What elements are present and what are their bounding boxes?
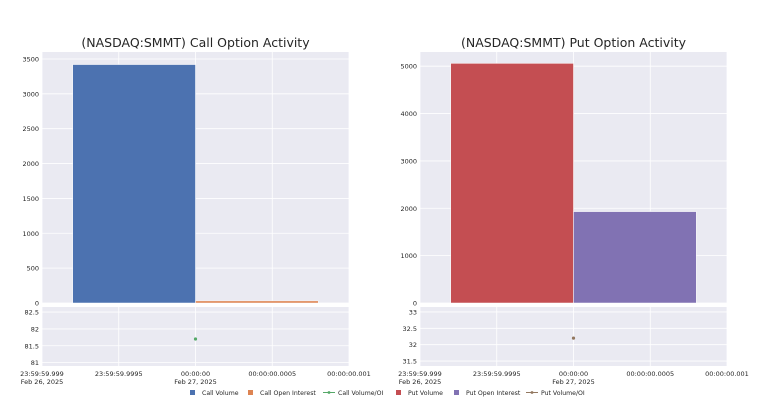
- legend-item-call-volume-oi: Call Volume/OI: [323, 390, 383, 397]
- legend-label: Call Volume/OI: [338, 390, 383, 397]
- legend-item-put-volume-oi: Put Volume/OI: [526, 390, 585, 397]
- call-y-tick-label: 2000: [22, 160, 39, 168]
- call-x-tick-label: 23:59:59.9995: [95, 370, 143, 378]
- put-ratio-y-tick-label: 32.5: [403, 325, 417, 333]
- legend: Call Volume Call Open Interest Call Volume…: [190, 390, 585, 397]
- put-x-tick-label: 00:00:00.0005: [626, 370, 674, 378]
- call-x-tick-label: 00:00:00.0005: [248, 370, 296, 378]
- legend-item-put-volume: Put Volume: [396, 390, 443, 397]
- call-x-tick-label: 23:59:59.999: [20, 370, 64, 378]
- put-ratio-y-tick-label: 32: [409, 341, 417, 349]
- call-y-tick-label: 0: [35, 300, 39, 308]
- legend-marker: [530, 391, 534, 394]
- legend-label: Put Volume/OI: [541, 390, 585, 397]
- call-y-tick-label: 3000: [22, 90, 39, 98]
- call-y-tick-label: 500: [27, 265, 39, 273]
- call-bar-call-volume: [72, 64, 196, 304]
- put-chart: (NASDAQ:SMMT) Put Option Activity 0 1000 20…: [398, 35, 749, 386]
- call-ratio-point: [193, 337, 198, 341]
- put-y-tick-label: 0: [413, 300, 417, 308]
- call-x-tick-date: Feb 27, 2025: [174, 378, 217, 386]
- legend-label: Call Volume: [202, 390, 239, 397]
- legend-marker: [327, 391, 331, 394]
- put-x-tick-label: 00:00:00: [559, 370, 588, 378]
- put-y-tick-label: 3000: [400, 157, 417, 165]
- put-x-tick-date: Feb 26, 2025: [399, 378, 442, 386]
- call-bar-call-open-interest: [195, 300, 319, 304]
- call-ratio-y-tick-label: 81: [31, 359, 39, 367]
- call-y-tick-label: 1500: [22, 195, 39, 203]
- put-y-tick-label: 1000: [400, 252, 417, 260]
- call-ratio-y-tick-label: 82: [31, 325, 39, 333]
- legend-swatch: [396, 390, 401, 395]
- call-chart-title: (NASDAQ:SMMT) Call Option Activity: [81, 35, 310, 50]
- put-y-tick-label: 2000: [400, 205, 417, 213]
- call-ratio-y-tick-label: 82.5: [25, 309, 39, 317]
- call-y-tick-label: 3500: [22, 55, 39, 63]
- put-y-tick-label: 4000: [400, 110, 417, 118]
- legend-item-call-open-interest: Call Open Interest: [248, 390, 316, 397]
- put-x-tick-label: 00:00:00.001: [705, 370, 749, 378]
- put-x-tick-label: 23:59:59.999: [398, 370, 442, 378]
- call-y-tick-label: 2500: [22, 125, 39, 133]
- call-x-tick-label: 00:00:00.001: [327, 370, 371, 378]
- put-y-tick-label: 5000: [400, 63, 417, 71]
- legend-label: Call Open Interest: [260, 390, 316, 397]
- put-bar-put-volume: [450, 63, 574, 304]
- put-chart-title: (NASDAQ:SMMT) Put Option Activity: [461, 35, 687, 50]
- call-x-tick-label: 00:00:00: [181, 370, 210, 378]
- put-ratio-y-tick-label: 31.5: [403, 358, 417, 366]
- call-ratio-y-tick-label: 81.5: [25, 342, 39, 350]
- put-ratio-y-tick-label: 33: [409, 308, 417, 316]
- put-ratio-point: [571, 336, 576, 340]
- put-x-tick-date: Feb 27, 2025: [552, 378, 595, 386]
- put-bar-put-open-interest: [573, 211, 697, 304]
- legend-swatch: [454, 390, 459, 395]
- legend-swatch: [190, 390, 195, 395]
- legend-item-call-volume: Call Volume: [190, 390, 239, 397]
- call-chart: (NASDAQ:SMMT) Call Option Activity 0 500 10…: [20, 35, 371, 386]
- call-x-tick-date: Feb 26, 2025: [21, 378, 64, 386]
- call-y-tick-label: 1000: [22, 230, 39, 238]
- legend-label: Put Volume: [408, 390, 443, 397]
- legend-item-put-open-interest: Put Open Interest: [454, 390, 521, 397]
- legend-label: Put Open Interest: [466, 390, 521, 397]
- legend-swatch: [248, 390, 253, 395]
- put-x-tick-label: 23:59:59.9995: [473, 370, 521, 378]
